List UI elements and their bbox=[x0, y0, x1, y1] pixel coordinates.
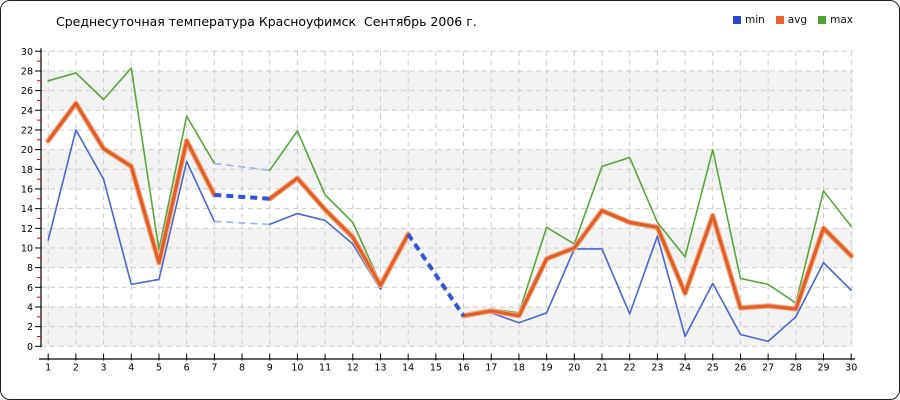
svg-text:22: 22 bbox=[21, 125, 33, 136]
svg-text:16: 16 bbox=[21, 184, 33, 195]
svg-text:9: 9 bbox=[267, 363, 273, 374]
svg-text:20: 20 bbox=[21, 145, 33, 156]
svg-text:26: 26 bbox=[21, 86, 33, 97]
svg-text:12: 12 bbox=[21, 224, 33, 235]
svg-text:10: 10 bbox=[21, 243, 33, 254]
svg-text:8: 8 bbox=[27, 263, 33, 274]
svg-text:6: 6 bbox=[184, 363, 190, 374]
svg-text:10: 10 bbox=[291, 363, 303, 374]
svg-text:2: 2 bbox=[27, 322, 33, 333]
legend-item-min: min bbox=[732, 14, 765, 26]
svg-text:2: 2 bbox=[73, 363, 79, 374]
legend-label-min: min bbox=[744, 14, 765, 26]
svg-text:21: 21 bbox=[596, 363, 608, 374]
svg-text:0: 0 bbox=[27, 342, 33, 353]
svg-text:1: 1 bbox=[45, 363, 51, 374]
max-swatch-icon bbox=[818, 16, 827, 24]
avg-swatch-icon bbox=[775, 16, 784, 24]
svg-text:24: 24 bbox=[21, 106, 33, 117]
legend-item-avg: avg bbox=[775, 14, 808, 26]
svg-text:12: 12 bbox=[347, 363, 359, 374]
svg-text:25: 25 bbox=[707, 363, 719, 374]
svg-text:18: 18 bbox=[21, 165, 33, 176]
legend-label-avg: avg bbox=[787, 14, 808, 26]
svg-text:17: 17 bbox=[485, 363, 497, 374]
svg-text:27: 27 bbox=[762, 363, 774, 374]
legend-item-max: max bbox=[818, 14, 853, 26]
svg-text:7: 7 bbox=[211, 363, 217, 374]
svg-text:29: 29 bbox=[817, 363, 829, 374]
svg-text:28: 28 bbox=[790, 363, 802, 374]
legend-label-max: max bbox=[830, 14, 853, 26]
svg-text:5: 5 bbox=[156, 363, 162, 374]
svg-text:30: 30 bbox=[845, 363, 857, 374]
svg-text:4: 4 bbox=[27, 302, 33, 313]
svg-text:19: 19 bbox=[541, 363, 553, 374]
svg-text:11: 11 bbox=[319, 363, 331, 374]
svg-text:20: 20 bbox=[568, 363, 580, 374]
svg-text:30: 30 bbox=[21, 47, 33, 58]
svg-text:24: 24 bbox=[679, 363, 691, 374]
svg-text:6: 6 bbox=[27, 283, 33, 294]
svg-text:14: 14 bbox=[402, 363, 414, 374]
svg-text:14: 14 bbox=[21, 204, 33, 215]
svg-text:18: 18 bbox=[513, 363, 525, 374]
chart-title: Среднесуточная температура Красноуфимск … bbox=[56, 14, 477, 29]
svg-text:28: 28 bbox=[21, 66, 33, 77]
svg-text:13: 13 bbox=[374, 363, 386, 374]
svg-text:15: 15 bbox=[430, 363, 442, 374]
svg-text:3: 3 bbox=[101, 363, 107, 374]
svg-text:23: 23 bbox=[651, 363, 663, 374]
svg-text:16: 16 bbox=[458, 363, 470, 374]
legend: min avg max bbox=[732, 14, 853, 26]
svg-text:26: 26 bbox=[734, 363, 746, 374]
svg-text:8: 8 bbox=[239, 363, 245, 374]
svg-text:4: 4 bbox=[128, 363, 134, 374]
svg-text:22: 22 bbox=[624, 363, 636, 374]
min-swatch-icon bbox=[732, 16, 741, 24]
